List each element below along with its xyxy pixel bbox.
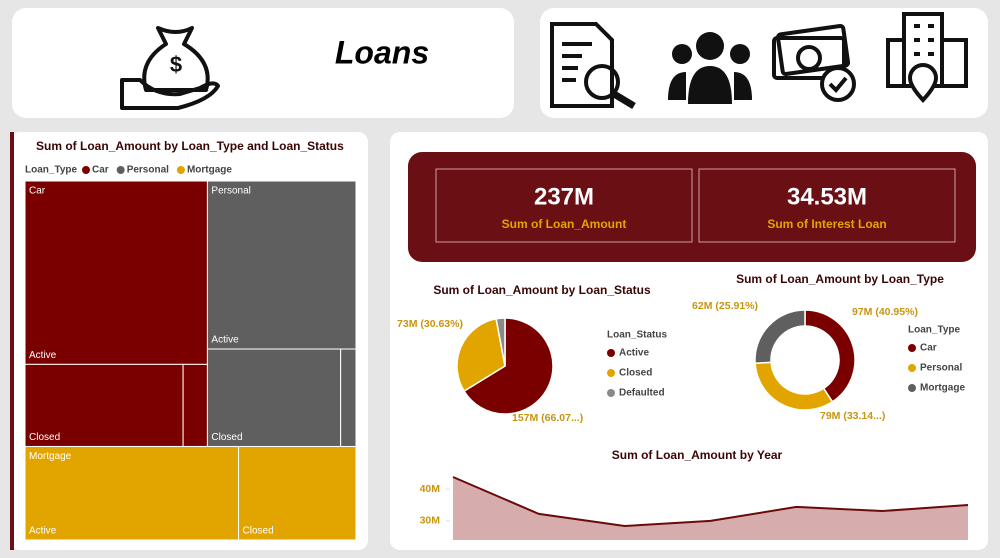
y-tick-label: 40M xyxy=(420,483,441,495)
money-icon: $ xyxy=(120,26,220,110)
svg-text:$: $ xyxy=(170,52,182,77)
legend-label: Mortgage xyxy=(920,383,965,394)
slice xyxy=(754,309,806,365)
legend-title: Loan_Type xyxy=(908,325,960,336)
treemap-cell xyxy=(206,180,357,350)
legend-dot xyxy=(607,369,615,377)
treemap-cell xyxy=(182,363,208,447)
value-label: 97M (40.95%) xyxy=(852,306,918,318)
chart-title: Sum of Loan_Amount by Loan_Type and Loan… xyxy=(36,139,344,153)
kpi-card xyxy=(698,168,956,243)
kpi-value: 237M xyxy=(534,183,594,210)
icons-panel xyxy=(540,8,988,118)
cash-icon xyxy=(772,23,856,102)
legend-label: Mortgage xyxy=(187,165,232,176)
kpi-card xyxy=(435,168,693,243)
legend-label: Active xyxy=(619,348,649,359)
legend-label: Closed xyxy=(619,368,652,379)
treemap-cell xyxy=(340,348,357,447)
legend-dot xyxy=(908,364,916,372)
treemap-cell xyxy=(24,445,240,541)
legend-dot xyxy=(908,384,916,392)
chart-title: Sum of Loan_Amount by Year xyxy=(612,448,783,462)
value-label: 79M (33.14...) xyxy=(820,410,885,422)
legend-title: Loan_Status xyxy=(607,330,667,341)
legend-label: Defaulted xyxy=(619,388,665,399)
treemap-cell xyxy=(238,445,357,541)
value-label: 62M (25.91%) xyxy=(692,300,758,312)
building-icon xyxy=(886,12,968,103)
kpi-value: 34.53M xyxy=(787,183,867,210)
area xyxy=(453,477,968,540)
legend-label: Personal xyxy=(920,363,962,374)
legend-label: Car xyxy=(920,343,937,354)
legend-dot xyxy=(82,166,90,174)
treemap-cell xyxy=(24,180,208,365)
page-title: Loans xyxy=(335,34,429,70)
cell-label: Closed xyxy=(243,526,274,537)
legend-dot xyxy=(607,389,615,397)
value-label: 73M (30.63%) xyxy=(397,318,463,330)
kpi-label: Sum of Interest Loan xyxy=(767,217,886,231)
chart-title: Sum of Loan_Amount by Loan_Status xyxy=(433,283,651,297)
legend-label: Car xyxy=(92,165,109,176)
cell-label: Active xyxy=(211,335,239,346)
value-label: 157M (66.07...) xyxy=(512,412,583,424)
slice xyxy=(456,317,506,393)
legend-title: Loan_Type xyxy=(25,165,77,176)
header-panel xyxy=(12,8,514,118)
group-label: Car xyxy=(29,186,46,197)
kpi-label: Sum of Loan_Amount xyxy=(502,217,627,231)
group-label: Mortgage xyxy=(29,451,72,462)
slice xyxy=(463,317,554,415)
cell-label: Active xyxy=(29,350,57,361)
panel-accent xyxy=(10,132,14,550)
cell-label: Closed xyxy=(211,432,242,443)
document-icon xyxy=(550,22,636,110)
line xyxy=(452,476,969,528)
treemap-cell xyxy=(24,363,184,447)
cell-label: Active xyxy=(29,526,57,537)
legend-dot xyxy=(116,166,125,174)
cell-label: Closed xyxy=(29,432,60,443)
chart-title: Sum of Loan_Amount by Loan_Type xyxy=(736,272,944,286)
legend-dot xyxy=(607,349,615,357)
slice xyxy=(495,317,506,367)
y-tick-label: 30M xyxy=(420,515,441,527)
legend-dot xyxy=(908,344,916,352)
legend-label: Personal xyxy=(127,165,169,176)
group-label: Personal xyxy=(211,186,250,197)
treemap-cell xyxy=(206,348,342,447)
people-icon xyxy=(668,32,752,104)
legend-dot xyxy=(176,166,185,174)
